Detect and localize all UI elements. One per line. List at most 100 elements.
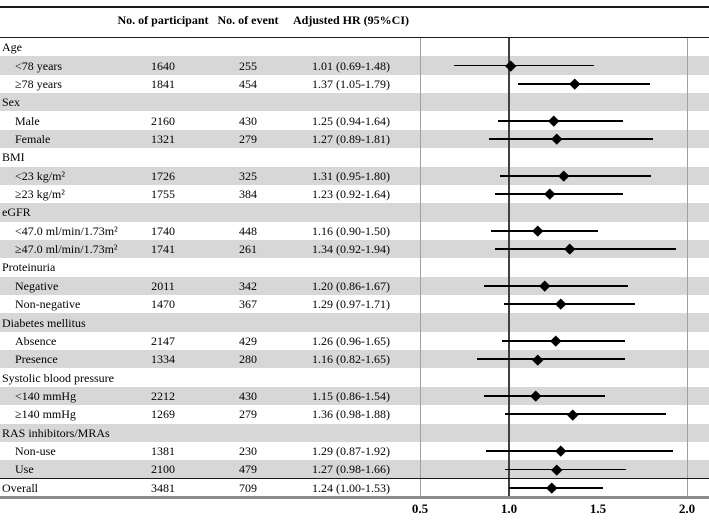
overall-separator-rule	[0, 478, 709, 480]
table-body: Age <78 years 1640 255 1.01 (0.69-1.48) ≥78 y…	[0, 38, 709, 497]
table-row: ≥140 mmHg 1269 279 1.36 (0.98-1.88)	[0, 405, 709, 423]
table-row: Use 2100 479 1.27 (0.98-1.66)	[0, 460, 709, 479]
table-row: <140 mmHg 2212 430 1.15 (0.86-1.54)	[0, 386, 709, 406]
participants-cell: 1470	[151, 297, 175, 312]
row-label: Presence	[15, 352, 58, 367]
hr-ci-cell: 1.16 (0.90-1.50)	[312, 223, 390, 238]
participants-cell: 2011	[151, 278, 175, 293]
table-row: Female 1321 279 1.27 (0.89-1.81)	[0, 129, 709, 149]
table-row: Absence 2147 429 1.26 (0.96-1.65)	[0, 332, 709, 350]
participants-cell: 2147	[151, 333, 175, 348]
hr-ci-cell: 1.25 (0.94-1.64)	[312, 113, 390, 128]
table-row: Overall 3481 709 1.24 (1.00-1.53)	[0, 479, 709, 497]
table-row: <78 years 1640 255 1.01 (0.69-1.48)	[0, 56, 709, 75]
row-label: <140 mmHg	[15, 389, 77, 403]
hr-ci-cell: 1.16 (0.82-1.65)	[312, 352, 390, 367]
hr-ci-cell: 1.20 (0.86-1.67)	[312, 278, 390, 293]
row-label: Sex	[2, 95, 20, 110]
axis-tick-label: 0.5	[411, 501, 429, 516]
participants-cell: 1381	[151, 444, 175, 459]
events-cell: 430	[239, 389, 257, 403]
table-row: Non-negative 1470 367 1.29 (0.97-1.71)	[0, 295, 709, 313]
row-label: <47.0 ml/min/1.73m²	[15, 223, 118, 238]
participants-cell: 2100	[151, 462, 175, 477]
category-row: RAS inhibitors/MRAs	[0, 423, 709, 442]
hr-ci-cell: 1.15 (0.86-1.54)	[312, 389, 390, 403]
table-row: Male 2160 430 1.25 (0.94-1.64)	[0, 111, 709, 129]
participants-cell: 1755	[151, 187, 175, 202]
hr-ci-cell: 1.24 (1.00-1.53)	[312, 480, 390, 495]
events-cell: 255	[239, 58, 257, 73]
category-row: Proteinuria	[0, 258, 709, 276]
participants-cell: 1726	[151, 168, 175, 183]
category-row: eGFR	[0, 203, 709, 222]
hr-ci-cell: 1.27 (0.98-1.66)	[312, 462, 390, 477]
participants-cell: 1334	[151, 352, 175, 367]
row-label: Female	[15, 131, 51, 146]
row-label: ≥78 years	[15, 76, 62, 91]
table-row: Presence 1334 280 1.16 (0.82-1.65)	[0, 350, 709, 369]
events-cell: 709	[239, 480, 257, 495]
participants-cell: 1740	[151, 223, 175, 238]
row-label: <78 years	[15, 58, 63, 73]
hr-ci-cell: 1.29 (0.97-1.71)	[312, 297, 390, 312]
hr-ci-cell: 1.29 (0.87-1.92)	[312, 444, 390, 459]
row-label: Proteinuria	[2, 260, 56, 275]
hr-ci-cell: 1.26 (0.96-1.65)	[312, 333, 390, 348]
row-label: Non-negative	[15, 297, 81, 312]
gridline-2	[686, 38, 688, 497]
events-cell: 261	[239, 242, 257, 257]
events-cell: 429	[239, 333, 257, 348]
category-row: Age	[0, 38, 709, 56]
category-row: Systolic blood pressure	[0, 368, 709, 386]
hr-ci-cell: 1.36 (0.98-1.88)	[312, 407, 390, 422]
category-row: BMI	[0, 148, 709, 166]
row-label: Absence	[15, 333, 57, 348]
category-row: Diabetes mellitus	[0, 313, 709, 332]
column-header-participants: No. of participant	[117, 13, 209, 27]
participants-cell: 1841	[151, 76, 175, 91]
table-row: ≥78 years 1841 454 1.37 (1.05-1.79)	[0, 75, 709, 93]
events-cell: 384	[239, 187, 257, 202]
row-label: Male	[15, 113, 40, 128]
hr-ci-cell: 1.23 (0.92-1.64)	[312, 187, 390, 202]
events-cell: 325	[239, 168, 257, 183]
row-label: eGFR	[2, 205, 31, 220]
table-row: <23 kg/m² 1726 325 1.31 (0.95-1.80)	[0, 166, 709, 185]
events-cell: 430	[239, 113, 257, 128]
table-row: <47.0 ml/min/1.73m² 1740 448 1.16 (0.90-1.5…	[0, 222, 709, 240]
table-row: Negative 2011 342 1.20 (0.86-1.67)	[0, 276, 709, 296]
hr-ci-cell: 1.01 (0.69-1.48)	[312, 58, 390, 73]
hr-ci-cell: 1.34 (0.92-1.94)	[312, 242, 390, 257]
column-header-events: No. of event	[217, 13, 279, 27]
row-label: Negative	[15, 278, 59, 293]
gridline-0.5	[419, 38, 421, 497]
events-cell: 342	[239, 278, 257, 293]
column-header-adjusted-hr: Adjusted HR (95%CI)	[292, 13, 409, 27]
row-label: Use	[15, 462, 34, 477]
events-cell: 479	[239, 462, 257, 477]
reference-line-hr-1	[508, 38, 510, 497]
events-cell: 448	[239, 223, 257, 238]
row-label: ≥23 kg/m²	[15, 187, 65, 202]
row-label: RAS inhibitors/MRAs	[2, 425, 110, 440]
row-label: Diabetes mellitus	[2, 315, 86, 330]
axis-tick-label: 2.0	[678, 501, 696, 516]
row-label: Non-use	[15, 444, 56, 459]
row-label: ≥47.0 ml/min/1.73m²	[15, 242, 118, 257]
events-cell: 230	[239, 444, 257, 459]
participants-cell: 1269	[151, 407, 175, 422]
events-cell: 280	[239, 352, 257, 367]
participants-cell: 1321	[151, 131, 175, 146]
events-cell: 454	[239, 76, 257, 91]
events-cell: 279	[239, 407, 257, 422]
row-label: ≥140 mmHg	[15, 407, 76, 422]
participants-cell: 2160	[151, 113, 175, 128]
axis-tick-label: 1.0	[500, 501, 518, 516]
hr-ci-cell: 1.37 (1.05-1.79)	[312, 76, 390, 91]
axis-tick-label: 1.5	[589, 501, 607, 516]
hr-ci-cell: 1.27 (0.89-1.81)	[312, 131, 390, 146]
events-cell: 367	[239, 297, 257, 312]
category-row: Sex	[0, 93, 709, 112]
